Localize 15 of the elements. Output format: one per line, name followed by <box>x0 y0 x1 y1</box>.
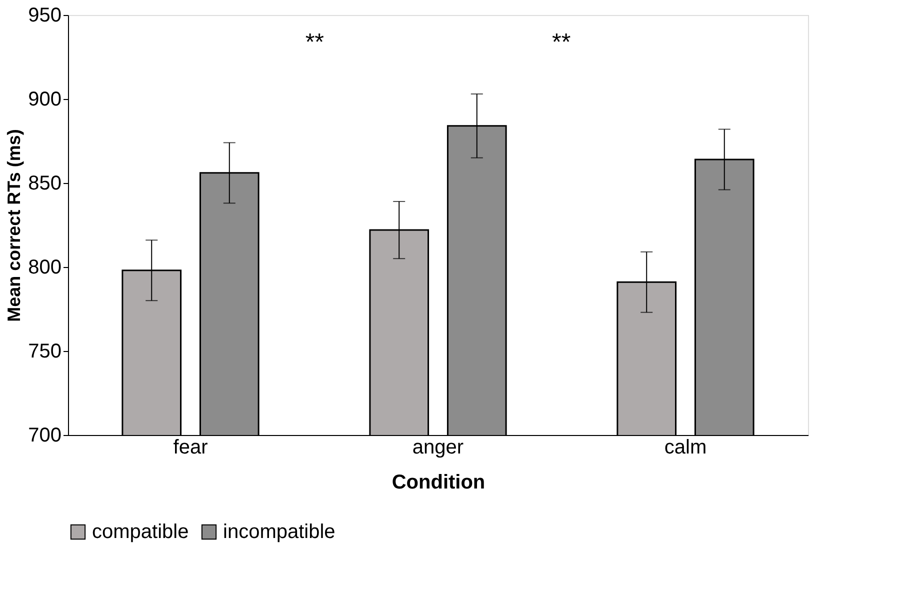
y-tick-label: 750 <box>28 340 62 362</box>
annotation: ** <box>305 29 324 56</box>
x-axis-title: Condition <box>392 472 486 494</box>
legend-label: incompatible <box>223 521 336 543</box>
x-tick-label: fear <box>173 436 208 458</box>
annotation: ** <box>552 29 571 56</box>
y-tick-label: 850 <box>28 172 62 194</box>
x-tick-label: calm <box>664 436 707 458</box>
y-tick-label: 950 <box>28 4 62 26</box>
y-tick-label: 700 <box>28 424 62 446</box>
y-tick-label: 800 <box>28 256 62 278</box>
y-axis-title: Mean correct RTs (ms) <box>4 129 24 322</box>
y-tick-label: 900 <box>28 88 62 110</box>
x-tick-label: anger <box>412 436 464 458</box>
legend-label: compatible <box>92 521 189 543</box>
